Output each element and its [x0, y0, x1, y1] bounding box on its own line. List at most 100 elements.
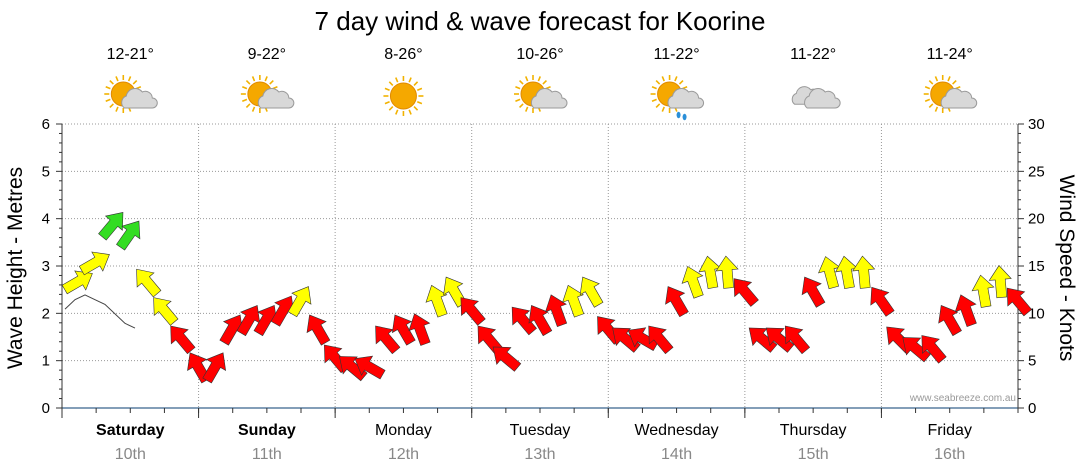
wind-arrow	[136, 268, 162, 298]
day-temperature: 9-22°	[248, 46, 286, 63]
sun-ray	[934, 76, 939, 82]
sun-ray	[524, 106, 529, 112]
wind-arrow	[835, 255, 858, 289]
right-tick-label: 15	[1028, 258, 1045, 275]
sun-ray	[934, 106, 939, 112]
sun-ray	[674, 76, 678, 82]
rain-drop	[682, 113, 687, 121]
left-tick-label: 3	[42, 258, 50, 275]
wind-arrow	[545, 294, 568, 327]
wind-arrow	[902, 337, 931, 363]
chart-title: 7 day wind & wave forecast for Koorine	[315, 6, 766, 36]
sun-ray	[115, 76, 119, 82]
day-date: 16th	[934, 446, 965, 463]
left-axis: 0 1 2 3 4 5 6	[42, 116, 63, 417]
cloud-shape	[804, 88, 841, 109]
wave-height-line	[64, 294, 136, 329]
wind-arrow	[236, 305, 261, 337]
wind-arrow	[818, 256, 841, 290]
partly-cloudy-icon	[923, 75, 978, 113]
sun-ray	[924, 85, 931, 90]
sun-ray	[269, 79, 274, 85]
day-name: Friday	[927, 422, 971, 439]
wind-arrow	[287, 286, 312, 318]
wind-arrow	[408, 313, 431, 346]
wind-arrow	[153, 297, 179, 326]
sun-ray	[388, 106, 394, 111]
wind-arrow	[391, 314, 416, 346]
sun-ray	[384, 87, 390, 91]
sun-ray	[251, 76, 256, 82]
sun-ray	[651, 98, 657, 103]
sun-ray	[241, 98, 248, 103]
right-tick-label: 30	[1028, 116, 1045, 133]
cloud-shape	[530, 88, 568, 109]
wind-arrow	[78, 251, 110, 276]
wind-arrow	[801, 276, 826, 308]
wind-arrow	[765, 327, 795, 353]
day-name: Sunday	[238, 422, 296, 439]
day-date: 15th	[798, 446, 829, 463]
day-date: 14th	[661, 446, 692, 463]
wind-arrow	[202, 352, 227, 384]
day-name: Wednesday	[634, 422, 718, 439]
wind-arrow	[1006, 287, 1033, 317]
sun-ray	[524, 76, 529, 82]
wind-arrow	[460, 297, 486, 326]
sun-ray	[245, 103, 251, 109]
sun-ray	[251, 106, 256, 112]
partly-cloudy-icon	[104, 75, 158, 113]
sun-ray	[518, 79, 524, 85]
sun-ray	[651, 85, 657, 90]
right-tick-label: 0	[1028, 400, 1036, 417]
wind-arrow	[354, 355, 386, 380]
sun-ray	[395, 77, 399, 83]
day-name: Monday	[375, 422, 432, 439]
day-name: Tuesday	[510, 422, 571, 439]
sun-ray	[241, 85, 248, 90]
right-tick-label: 20	[1028, 211, 1045, 228]
sun-ray	[542, 79, 548, 85]
sun-ray	[245, 79, 251, 85]
wind-arrow	[748, 327, 778, 353]
left-tick-label: 6	[42, 116, 50, 133]
sun-ray	[947, 76, 951, 82]
left-axis-label: Wave Height - Metres	[4, 167, 27, 369]
wind-arrow	[954, 294, 977, 327]
sun-disc	[389, 82, 417, 110]
wind-arrow	[971, 274, 995, 308]
wind-arrow	[715, 255, 739, 289]
wind-arrow	[681, 265, 704, 299]
wind-arrow	[921, 335, 947, 364]
sun-ray	[655, 79, 661, 85]
sun-ray	[515, 85, 521, 90]
day-labels: Saturday 10th Sunday 11th Monday 12th Tuesday 1…	[96, 422, 972, 463]
sun-ray	[105, 98, 111, 103]
left-tick-label: 0	[42, 400, 50, 417]
cloud-shape	[257, 88, 295, 109]
sun-ray	[115, 106, 119, 112]
day-temperature: 8-26°	[384, 46, 422, 63]
sun-ray	[661, 106, 665, 112]
sun-ray	[105, 85, 111, 90]
partly-cloudy-icon	[240, 75, 295, 113]
wind-arrow	[648, 325, 674, 355]
sun-ray	[655, 103, 661, 109]
sun-ray	[661, 76, 665, 82]
cloud-shape	[121, 88, 158, 109]
wind-arrow	[339, 356, 368, 382]
day-temperature: 11-24°	[927, 46, 973, 63]
wind-arrow	[870, 286, 895, 317]
wind-arrow	[612, 327, 641, 353]
wind-arrow	[170, 325, 196, 355]
wind-arrow	[938, 305, 962, 337]
day-temperature: 11-22°	[654, 46, 700, 63]
sun-ray	[928, 103, 934, 109]
wind-arrow	[988, 265, 1012, 299]
wind-arrow	[375, 325, 401, 355]
day-date: 13th	[524, 446, 555, 463]
left-tick-label: 2	[42, 305, 50, 322]
day-temperature: 10-26°	[516, 46, 563, 63]
cloudy-icon	[791, 86, 841, 109]
